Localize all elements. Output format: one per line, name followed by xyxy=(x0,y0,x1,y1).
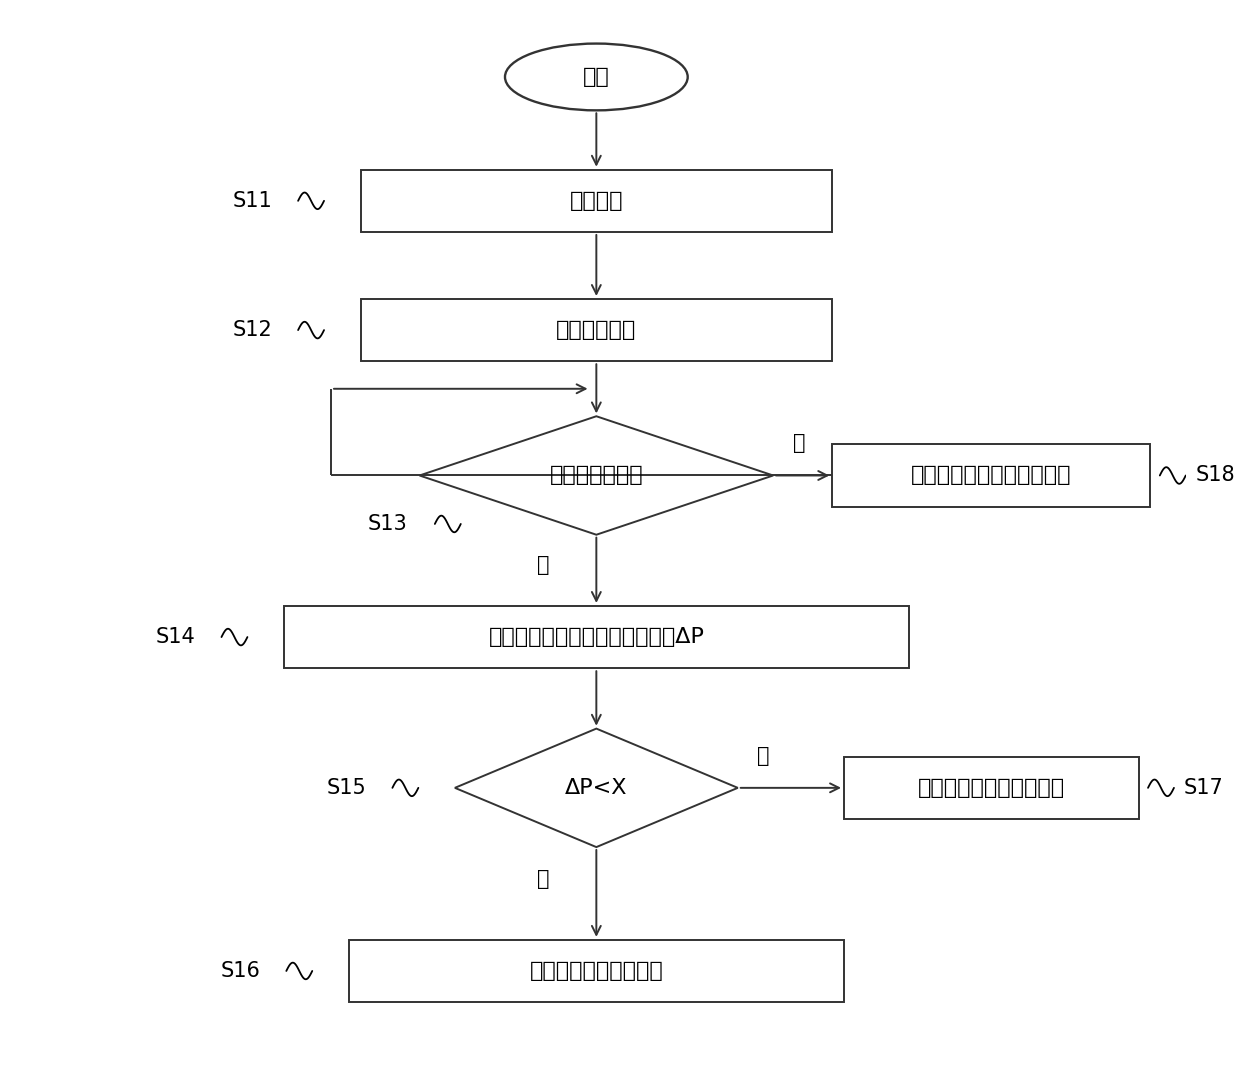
Bar xyxy=(832,444,1151,506)
Text: 压缩机减速或停止工作: 压缩机减速或停止工作 xyxy=(529,961,663,981)
Text: 空调系统按照当前模式运行: 空调系统按照当前模式运行 xyxy=(911,466,1071,485)
Text: S15: S15 xyxy=(326,778,367,798)
Text: ΔP<X: ΔP<X xyxy=(565,778,627,798)
Bar xyxy=(348,939,844,1003)
Text: 获取压力和温度参数，计算压差ΔP: 获取压力和温度参数，计算压差ΔP xyxy=(489,627,704,647)
Text: 电磁阀执行模式切换动作: 电磁阀执行模式切换动作 xyxy=(918,778,1065,798)
Text: 是: 是 xyxy=(758,745,770,766)
Bar xyxy=(361,169,832,232)
Text: S14: S14 xyxy=(156,627,196,647)
Bar xyxy=(361,299,832,361)
Text: S16: S16 xyxy=(221,961,260,981)
Text: S11: S11 xyxy=(232,191,272,211)
Text: S18: S18 xyxy=(1195,466,1235,485)
Text: 电磁阀需要动作: 电磁阀需要动作 xyxy=(549,466,644,485)
Text: S13: S13 xyxy=(368,514,408,533)
Bar xyxy=(284,606,909,669)
Text: 否: 否 xyxy=(792,433,805,453)
Text: S17: S17 xyxy=(1183,778,1223,798)
Text: 否: 否 xyxy=(537,870,549,889)
Bar xyxy=(844,757,1138,819)
Text: 获取模式指令: 获取模式指令 xyxy=(557,320,636,340)
Text: 是: 是 xyxy=(537,555,549,575)
Text: 开始: 开始 xyxy=(583,67,610,87)
Text: S12: S12 xyxy=(232,320,272,340)
Text: 启动空调: 启动空调 xyxy=(569,191,622,211)
